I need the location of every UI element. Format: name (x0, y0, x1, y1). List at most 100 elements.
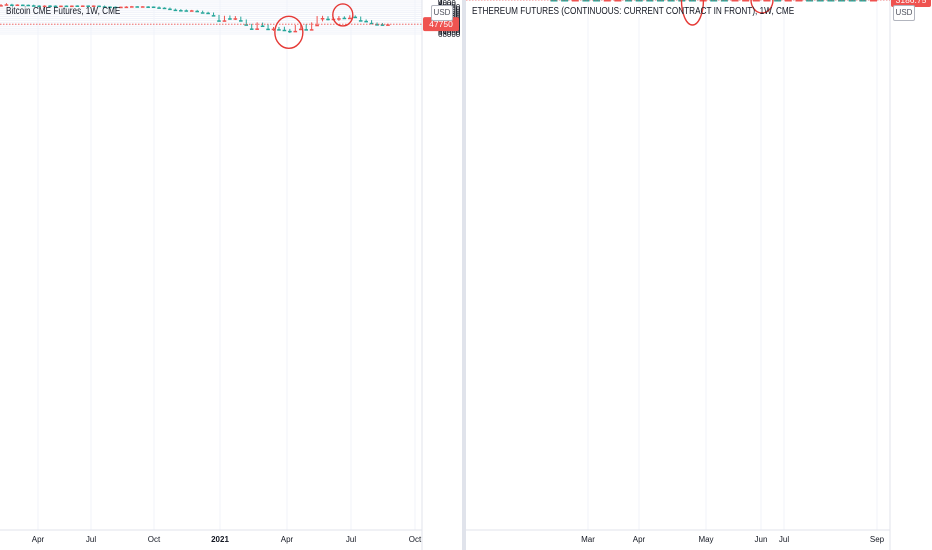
undefined-candle (774, 0, 782, 2)
eth-chart-svg[interactable]: 1400.001600.001800.002000.002200.002400.… (466, 0, 932, 550)
undefined-candle-body (348, 17, 352, 20)
undefined-candle (157, 6, 161, 9)
undefined-candle-body (21, 4, 25, 7)
undefined-candle (342, 16, 347, 20)
undefined-candle-body (15, 4, 20, 7)
undefined-candle (742, 0, 750, 2)
undefined-candle-body (48, 5, 52, 8)
undefined-candle (48, 5, 52, 8)
undefined-candle-body (774, 0, 782, 2)
undefined-candle-body (688, 0, 696, 2)
undefined-x-tick-label: 2021 (211, 535, 229, 544)
undefined-candle-body (304, 29, 308, 31)
undefined-candle-body (784, 0, 792, 2)
undefined-candle-body (211, 15, 216, 17)
btc-currency-badge[interactable]: USD (431, 5, 453, 21)
undefined-candle-body (582, 0, 590, 2)
eth-chart-title: ETHEREUM FUTURES (CONTINUOUS: CURRENT CO… (472, 6, 795, 17)
undefined-candle (195, 9, 199, 13)
undefined-candle-body (667, 0, 675, 2)
undefined-y-tick-label: 68000 (438, 30, 461, 39)
undefined-candle-body (31, 5, 36, 7)
undefined-candle (614, 0, 622, 2)
eth-chart-panel[interactable]: 1400.001600.001800.002000.002200.002400.… (466, 0, 932, 550)
undefined-candle-body (625, 0, 633, 2)
undefined-candle (635, 0, 643, 2)
undefined-candle-body (763, 0, 771, 2)
undefined-candle-body (282, 29, 287, 32)
undefined-candle-body (173, 9, 178, 12)
undefined-candle (70, 5, 74, 8)
undefined-candle-body (550, 0, 558, 2)
btc-bottom-circle (332, 3, 354, 27)
undefined-x-tick-label: Jul (346, 535, 356, 544)
undefined-candle (80, 5, 85, 7)
undefined-candle (561, 0, 569, 2)
undefined-candle (288, 28, 292, 34)
undefined-candle (337, 16, 341, 21)
undefined-candle-body (64, 5, 69, 8)
undefined-y-tick-label: 0 (438, 0, 443, 6)
undefined-candle (293, 25, 298, 33)
undefined-x-tick-label: Jul (86, 535, 96, 544)
undefined-candle-body (838, 0, 846, 2)
undefined-candle-body (119, 6, 123, 9)
undefined-candle-body (140, 6, 145, 8)
undefined-x-tick-label: Jun (755, 535, 768, 544)
btc-chart-title: Bitcoin CME Futures, 1W, CME (6, 6, 121, 17)
undefined-candle (326, 16, 330, 21)
undefined-candle (211, 12, 216, 17)
undefined-candle-body (742, 0, 750, 2)
undefined-candle (593, 0, 601, 2)
undefined-candle (646, 0, 654, 2)
undefined-candle-body (75, 5, 80, 7)
undefined-candle (720, 0, 728, 2)
undefined-candle (184, 9, 189, 12)
undefined-candle-body (271, 28, 276, 31)
undefined-candle (320, 15, 325, 22)
eth-currency-badge[interactable]: USD (893, 5, 915, 21)
undefined-candle (571, 0, 579, 2)
undefined-candle-body (0, 5, 3, 7)
undefined-candle-body (168, 8, 172, 11)
undefined-candle-body (189, 10, 194, 12)
undefined-candle (249, 23, 254, 30)
undefined-candle (582, 0, 590, 2)
undefined-candle-body (342, 17, 347, 20)
undefined-candle (239, 16, 243, 22)
undefined-last-price-label: 47750 (429, 19, 453, 29)
undefined-candle (0, 3, 3, 7)
undefined-x-tick-label: Sep (870, 535, 885, 544)
undefined-candle-body (260, 25, 265, 28)
undefined-candle (173, 8, 178, 12)
eth-top-circle (680, 0, 705, 26)
btc-chart-svg[interactable]: 0400080001200016000200002400028000320003… (0, 0, 462, 550)
undefined-candle-body (358, 20, 363, 22)
undefined-candle (848, 0, 856, 2)
undefined-candle-body (293, 30, 298, 33)
undefined-candle (86, 5, 90, 7)
undefined-candle (710, 0, 718, 2)
undefined-last-price-label: 3186.75 (896, 0, 927, 5)
undefined-candle-body (26, 4, 31, 7)
undefined-x-tick-label: Jul (779, 535, 789, 544)
undefined-candle (816, 0, 824, 2)
undefined-candle (838, 0, 846, 2)
undefined-y-tick-label: 4000 (438, 0, 456, 8)
undefined-candle-body (298, 28, 303, 31)
undefined-candle (97, 5, 101, 8)
panel-divider[interactable] (462, 0, 466, 550)
undefined-candle (217, 14, 221, 22)
undefined-candle-body (249, 28, 254, 30)
undefined-candle-body (53, 5, 58, 8)
undefined-candle-body (593, 0, 601, 2)
undefined-candle-body (731, 0, 739, 2)
undefined-candle (124, 6, 129, 9)
btc-chart-panel[interactable]: 0400080001200016000200002400028000320003… (0, 0, 462, 550)
undefined-candle (59, 5, 63, 8)
undefined-candle-body (70, 5, 74, 8)
undefined-candle (364, 19, 368, 23)
undefined-candle (206, 11, 210, 15)
undefined-candle-body (309, 29, 314, 31)
undefined-candle-body (255, 28, 259, 30)
